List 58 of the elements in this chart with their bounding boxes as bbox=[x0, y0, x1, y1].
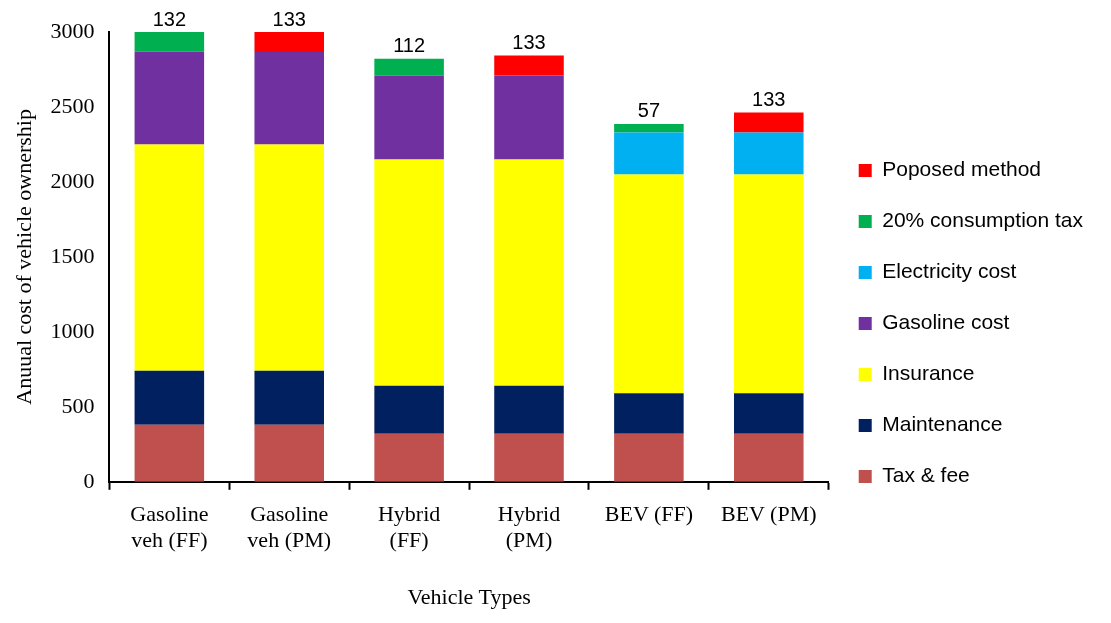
data-label: 133 bbox=[272, 7, 306, 30]
x-tick-label: BEV (FF) bbox=[604, 500, 694, 526]
y-tick-label: 500 bbox=[61, 392, 95, 418]
bar bbox=[134, 370, 205, 425]
bar bbox=[614, 132, 684, 175]
bar bbox=[374, 385, 444, 434]
legend-label: Insurance bbox=[882, 361, 975, 385]
bar bbox=[134, 144, 205, 371]
bar bbox=[254, 144, 324, 371]
bar bbox=[374, 58, 444, 76]
legend-label: Poposed method bbox=[882, 157, 1042, 181]
x-tick-label: Gasoline veh (PM) bbox=[247, 500, 332, 553]
bar bbox=[494, 55, 564, 76]
legend-label: Tax & fee bbox=[882, 463, 970, 487]
y-tick-label: 2000 bbox=[50, 167, 95, 193]
bar bbox=[734, 132, 804, 175]
y-tick-label: 1500 bbox=[50, 242, 95, 268]
legend-label: Gasoline cost bbox=[882, 310, 1010, 334]
y-tick-label: 2500 bbox=[50, 92, 95, 118]
bar bbox=[734, 393, 804, 434]
bar bbox=[494, 75, 564, 160]
x-tick-label: BEV (PM) bbox=[720, 500, 817, 526]
bar bbox=[254, 32, 324, 52]
legend-label: Maintenance bbox=[882, 412, 1003, 436]
bar bbox=[734, 433, 804, 482]
bar bbox=[614, 174, 684, 394]
bar bbox=[494, 433, 564, 482]
legend-label: 20% consumption tax bbox=[882, 208, 1084, 232]
x-tick-label: Hybrid (PM) bbox=[497, 500, 561, 553]
data-label: 112 bbox=[393, 34, 426, 57]
x-tick-label: Hybrid (FF) bbox=[377, 500, 441, 553]
bar bbox=[254, 51, 324, 145]
bar bbox=[614, 393, 684, 434]
bar bbox=[374, 75, 444, 160]
bar bbox=[374, 433, 444, 482]
bar bbox=[134, 32, 205, 52]
bar bbox=[734, 112, 804, 133]
y-axis-title: Anuual cost of vehicle ownership bbox=[10, 109, 36, 405]
legend-label: Electricity cost bbox=[882, 259, 1017, 283]
bar bbox=[494, 159, 564, 386]
data-label: 132 bbox=[152, 7, 187, 30]
bar bbox=[374, 159, 444, 386]
bar bbox=[134, 51, 205, 145]
y-tick-label: 1000 bbox=[50, 317, 95, 343]
y-tick-label: 0 bbox=[83, 467, 95, 493]
y-tick-label: 3000 bbox=[50, 17, 95, 43]
data-label: 133 bbox=[752, 88, 786, 111]
data-label: 57 bbox=[637, 99, 661, 122]
bar bbox=[254, 424, 324, 482]
bar bbox=[134, 424, 205, 482]
bar bbox=[734, 174, 804, 394]
bar bbox=[614, 433, 684, 482]
bar bbox=[254, 370, 324, 425]
x-tick-label: Gasoline veh (FF) bbox=[130, 500, 209, 553]
data-label: 133 bbox=[512, 31, 546, 54]
bar bbox=[494, 385, 564, 434]
bar bbox=[614, 123, 684, 133]
x-axis-title: Vehicle Types bbox=[407, 583, 531, 609]
